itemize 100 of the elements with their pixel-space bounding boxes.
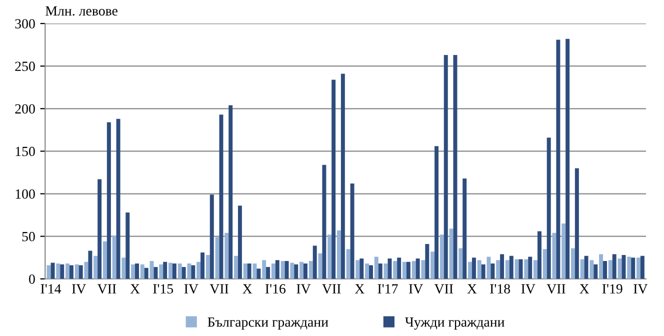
- bar: [580, 259, 584, 279]
- bar: [546, 138, 551, 279]
- x-tick-label: I'19: [602, 284, 622, 294]
- bar: [458, 248, 463, 279]
- bar: [256, 268, 261, 279]
- bar: [552, 232, 556, 279]
- bar: [622, 255, 626, 279]
- x-tick-label: VII: [546, 284, 566, 294]
- bar: [566, 38, 570, 279]
- y-tick-label: 0: [29, 274, 35, 284]
- x-tick-label: IV: [296, 284, 311, 294]
- x-tick-label: IV: [184, 284, 198, 294]
- bar: [340, 74, 345, 279]
- x-tick-label: IV: [408, 284, 423, 294]
- x-tick-label: I'18: [490, 284, 510, 294]
- bar: [486, 256, 491, 279]
- x-tick-label: I'16: [265, 284, 286, 294]
- bar: [462, 178, 467, 279]
- bar: [393, 261, 398, 279]
- bar: [271, 264, 276, 279]
- bar: [116, 118, 120, 279]
- bar: [434, 146, 439, 279]
- bar: [631, 258, 636, 279]
- bar: [365, 264, 370, 279]
- y-tick-label: 300: [15, 19, 35, 28]
- bar: [131, 264, 136, 279]
- bar: [444, 55, 448, 279]
- bar: [163, 262, 168, 279]
- x-tick-label: I'14: [40, 284, 62, 294]
- bar: [562, 224, 566, 279]
- bar: [84, 262, 88, 279]
- bar: [505, 260, 510, 279]
- bar: [88, 250, 92, 279]
- bar: [584, 256, 588, 279]
- bar: [490, 264, 495, 279]
- bar: [608, 260, 612, 279]
- bar: [328, 234, 332, 279]
- bar: [416, 258, 420, 279]
- bar: [122, 258, 126, 279]
- bar: [66, 264, 70, 279]
- bar: [196, 262, 201, 279]
- x-tick-label: VII: [97, 284, 116, 294]
- bar: [247, 264, 252, 279]
- bar: [599, 254, 604, 279]
- x-tick-label: VII: [434, 284, 454, 294]
- bar: [425, 244, 430, 279]
- bar: [159, 264, 164, 279]
- bar: [187, 264, 192, 279]
- bar: [612, 254, 616, 279]
- x-tick-label: X: [354, 284, 364, 294]
- x-tick-label: I'17: [378, 284, 398, 294]
- bar: [262, 260, 266, 279]
- x-tick-label: I'15: [153, 284, 174, 294]
- y-tick-label: 250: [15, 62, 35, 72]
- bar: [275, 260, 280, 279]
- bar: [402, 262, 406, 279]
- y-axis-title: Млн. левове: [46, 6, 118, 16]
- x-tick-label: IV: [521, 284, 536, 294]
- bar: [74, 264, 79, 279]
- bar: [406, 262, 410, 279]
- x-tick-label: X: [467, 284, 477, 294]
- bar: [640, 256, 644, 279]
- x-tick-label: X: [242, 284, 252, 294]
- bar: [300, 262, 304, 279]
- bar: [98, 179, 102, 279]
- bar: [496, 260, 500, 279]
- bar: [388, 258, 392, 279]
- y-tick-label: 150: [16, 146, 35, 156]
- bar: [468, 262, 472, 279]
- bar: [449, 228, 454, 279]
- y-tick-label: 100: [16, 189, 35, 199]
- bar: [182, 266, 186, 279]
- bar: [514, 259, 519, 279]
- bar: [397, 258, 402, 279]
- bar: [537, 231, 542, 279]
- y-tick-label: 50: [22, 232, 35, 242]
- bar: [280, 261, 285, 279]
- bar: [144, 268, 148, 279]
- x-tick-label: X: [580, 284, 590, 294]
- x-tick-label: X: [130, 284, 140, 294]
- bar: [636, 258, 640, 279]
- bar: [440, 234, 444, 279]
- bar: [378, 264, 382, 279]
- bar: [350, 184, 354, 279]
- bar: [374, 256, 378, 279]
- bar: [102, 241, 107, 279]
- bar: [168, 262, 172, 279]
- bar: [78, 265, 83, 279]
- bar: [224, 232, 229, 279]
- bar: [481, 264, 486, 279]
- bar: [570, 248, 575, 279]
- bar: [294, 264, 298, 279]
- bar: [509, 256, 514, 279]
- bar: [234, 256, 238, 279]
- bar: [318, 253, 322, 279]
- bar: [594, 264, 598, 279]
- bar: [524, 259, 528, 279]
- bar: [308, 261, 313, 279]
- bar: [312, 246, 317, 279]
- bar: [46, 265, 51, 279]
